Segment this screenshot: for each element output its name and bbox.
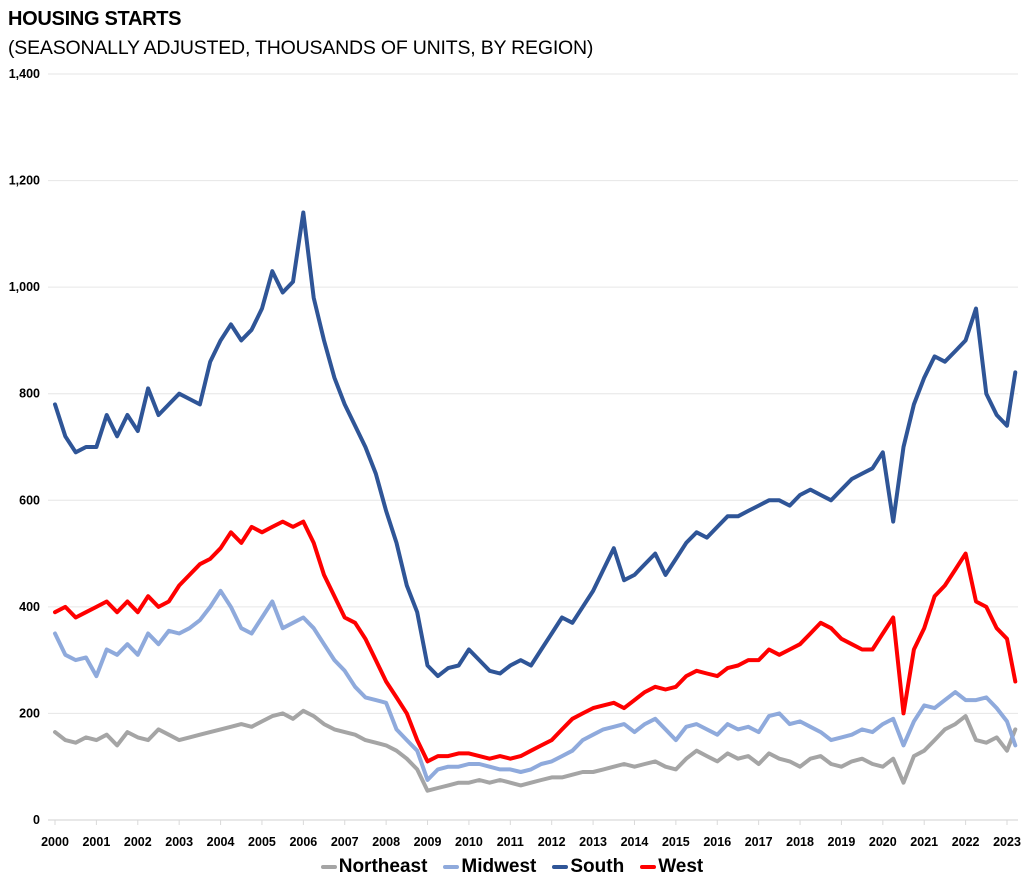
x-tick-label: 2008 <box>372 835 400 849</box>
legend-swatch <box>552 865 569 869</box>
legend-label: West <box>658 856 704 877</box>
chart-title: HOUSING STARTS <box>8 8 182 30</box>
y-tick-label: 1,000 <box>9 280 40 294</box>
y-tick-label: 400 <box>19 600 40 614</box>
y-tick-label: 1,400 <box>9 67 40 81</box>
y-tick-label: 600 <box>19 493 40 507</box>
gridlines <box>48 73 1018 714</box>
x-tick-label: 2018 <box>786 835 814 849</box>
series-lines <box>53 210 1018 793</box>
x-tick-label: 2012 <box>538 835 566 849</box>
x-tick-label: 2023 <box>993 835 1021 849</box>
legend-label: South <box>570 856 625 877</box>
x-tick-label: 2006 <box>289 835 317 849</box>
y-tick-label: 1,200 <box>9 174 40 188</box>
y-tick-label: 0 <box>33 813 40 827</box>
legend-item-south: South <box>552 856 624 878</box>
x-tick-label: 2016 <box>703 835 731 849</box>
x-tick-label: 2003 <box>165 835 193 849</box>
x-tick-label: 2015 <box>662 835 690 849</box>
x-tick-label: 2010 <box>455 835 483 849</box>
legend: Northeast Midwest South West <box>0 856 1024 878</box>
legend-swatch <box>443 865 460 869</box>
x-tick-label: 2021 <box>910 835 938 849</box>
series-line-northeast <box>53 708 1018 793</box>
series-line-midwest <box>53 588 1018 782</box>
legend-label: Midwest <box>461 856 537 877</box>
x-tick-label: 2013 <box>579 835 607 849</box>
x-tick-label: 2014 <box>621 835 649 849</box>
legend-item-midwest: Midwest <box>443 856 536 878</box>
x-tick-label: 2001 <box>82 835 110 849</box>
series-line-west <box>53 519 1018 764</box>
x-tick-label: 2011 <box>497 835 524 849</box>
x-tick-label: 2005 <box>248 835 276 849</box>
y-tick-label: 200 <box>19 706 40 720</box>
legend-item-west: West <box>640 856 703 878</box>
x-tick-label: 2020 <box>869 835 897 849</box>
x-tick-label: 2019 <box>828 835 856 849</box>
x-tick-label: 2000 <box>41 835 69 849</box>
y-axis-ticks: 0 200 400 600 800 1,000 1,200 1,400 <box>9 67 40 827</box>
x-tick-label: 2004 <box>207 835 235 849</box>
y-tick-label: 800 <box>19 387 40 401</box>
x-axis-ticks: 2000 2001 2002 2003 2004 2005 2006 2007 2008 2009… <box>41 835 1021 849</box>
legend-label: Northeast <box>338 856 428 877</box>
x-tick-label: 2007 <box>331 835 359 849</box>
x-tick-label: 2017 <box>745 835 773 849</box>
chart-subtitle: (SEASONALLY ADJUSTED, THOUSANDS OF UNITS… <box>8 37 594 59</box>
legend-swatch <box>320 865 337 869</box>
legend-item-northeast: Northeast <box>320 856 428 878</box>
x-tick-label: 2002 <box>124 835 152 849</box>
series-line-south <box>53 210 1018 679</box>
x-tick-label: 2009 <box>414 835 442 849</box>
x-tick-label: 2022 <box>952 835 980 849</box>
legend-swatch <box>640 865 657 869</box>
x-axis <box>48 819 1018 825</box>
